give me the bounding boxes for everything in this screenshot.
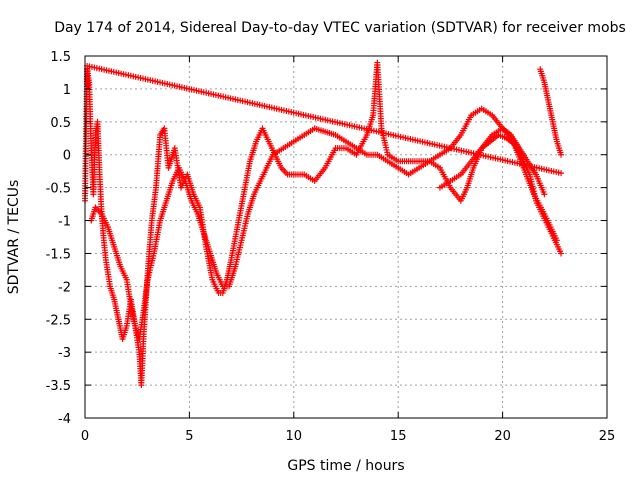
y-tick-label: -2: [58, 280, 71, 295]
y-tick-label: -1: [58, 215, 71, 230]
x-axis-label: GPS time / hours: [287, 458, 404, 474]
y-tick-label: -1.5: [46, 247, 71, 262]
data-point: [558, 151, 565, 158]
data-point: [558, 250, 565, 257]
y-tick-label: 1: [63, 83, 71, 98]
x-tick-label: 0: [81, 429, 89, 444]
plot-frame: [84, 55, 608, 419]
y-tick-label: -4: [58, 412, 71, 427]
x-tick-label: 20: [494, 429, 511, 444]
y-tick-label: 0: [63, 149, 71, 164]
x-tick-label: 15: [390, 429, 407, 444]
x-tick-label: 5: [185, 429, 193, 444]
tick-labels: -4 -3.5 -3 -2.5 -2 -1.5 -1 -0.5 0 0.5 1 1.5 0 5 10 15 20…: [46, 50, 616, 444]
y-tick-label: -3.5: [46, 379, 71, 394]
y-tick-label: 0.5: [50, 116, 71, 131]
x-tick-label: 25: [599, 429, 616, 444]
data-point: [541, 191, 548, 198]
axis-ticks: [84, 55, 608, 419]
y-axis-label: SDTVAR / TECUs: [6, 180, 22, 295]
data-point: [553, 237, 560, 244]
y-tick-label: -3: [58, 346, 71, 361]
y-tick-label: 1.5: [50, 50, 71, 65]
chart-title: Day 174 of 2014, Sidereal Day-to-day VTE…: [54, 20, 626, 36]
data-point: [85, 82, 92, 89]
y-tick-label: -2.5: [46, 313, 71, 328]
grid: [85, 56, 607, 418]
y-tick-label: -0.5: [46, 182, 71, 197]
x-tick-label: 10: [286, 429, 303, 444]
data-points: [82, 59, 565, 389]
